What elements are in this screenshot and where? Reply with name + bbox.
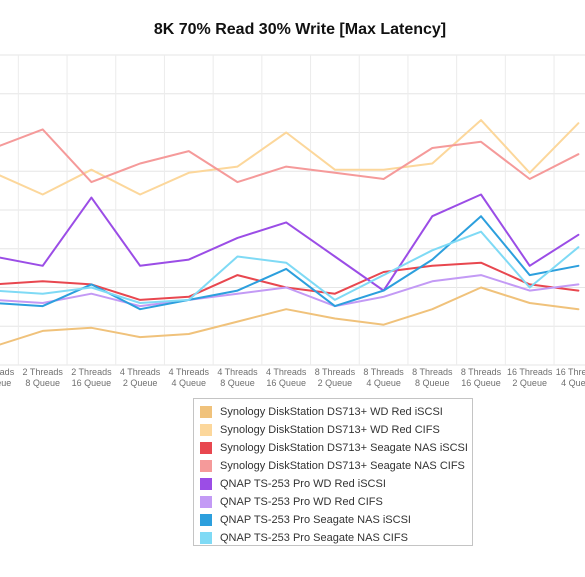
legend-entry[interactable]: QNAP TS-253 Pro Seagate NAS CIFS	[200, 529, 472, 547]
legend-swatch	[200, 532, 212, 544]
series-line-6	[0, 274, 580, 308]
legend-entry[interactable]: QNAP TS-253 Pro WD Red iSCSI	[200, 475, 472, 493]
legend-swatch	[200, 424, 212, 436]
legend-label: QNAP TS-253 Pro Seagate NAS CIFS	[220, 532, 408, 544]
legend-swatch	[200, 514, 212, 526]
x-tick-label: 8 Queue	[25, 378, 60, 388]
x-tick-label: 2 Threads	[71, 367, 112, 377]
x-tick-label: 8 Threads	[461, 367, 502, 377]
x-tick-label: 4 Threads	[120, 367, 161, 377]
series-line-1	[0, 286, 580, 346]
grid	[0, 54, 585, 366]
x-tick-label: 2 Queue	[512, 378, 547, 388]
legend-entry[interactable]: Synology DiskStation DS713+ Seagate NAS …	[200, 457, 472, 475]
x-tick-label: 16 Queue	[461, 378, 501, 388]
x-tick-label: 8 Queue	[220, 378, 255, 388]
legend-label: QNAP TS-253 Pro WD Red iSCSI	[220, 478, 386, 490]
x-tick-label: 8 Threads	[315, 367, 356, 377]
legend-swatch	[200, 460, 212, 472]
x-tick-label: 4 Threads	[169, 367, 210, 377]
x-tick-label: 2 Queue	[123, 378, 158, 388]
x-tick-label: 8 Threads	[363, 367, 404, 377]
x-tick-label: 4 Queue	[561, 378, 585, 388]
x-tick-label: 16 Queue	[72, 378, 112, 388]
chart-title: 8K 70% Read 30% Write [Max Latency]	[154, 21, 446, 38]
legend-entry[interactable]: Synology DiskStation DS713+ WD Red CIFS	[200, 421, 472, 439]
x-tick-label: 8 Threads	[412, 367, 453, 377]
legend-label: Synology DiskStation DS713+ WD Red CIFS	[220, 424, 440, 436]
legend-swatch	[200, 406, 212, 418]
legend-entry[interactable]: Synology DiskStation DS713+ Seagate NAS …	[200, 439, 472, 457]
x-tick-label: 16 Threads	[556, 367, 585, 377]
x-tick-label: 16 Queue	[266, 378, 306, 388]
legend-entry[interactable]: QNAP TS-253 Pro WD Red CIFS	[200, 493, 472, 511]
x-tick-label: 2 Threads	[0, 367, 15, 377]
legend-label: QNAP TS-253 Pro WD Red CIFS	[220, 496, 383, 508]
series-line-4	[0, 128, 580, 184]
legend-swatch	[200, 496, 212, 508]
series-line-2	[0, 119, 580, 196]
legend-label: QNAP TS-253 Pro Seagate NAS iSCSI	[220, 514, 411, 526]
x-tick-label: 4 Threads	[217, 367, 258, 377]
series-line-7	[0, 215, 580, 311]
x-tick-label: 4 Queue	[366, 378, 401, 388]
x-tick-label: 2 Queue	[318, 378, 353, 388]
legend-swatch	[200, 478, 212, 490]
legend-label: Synology DiskStation DS713+ Seagate NAS …	[220, 460, 465, 472]
legend-swatch	[200, 442, 212, 454]
series-line-8	[0, 230, 580, 304]
series-line-5	[0, 193, 580, 292]
x-tick-label: 4 Queue	[172, 378, 207, 388]
series-lines	[0, 119, 580, 346]
x-tick-label: 8 Queue	[415, 378, 450, 388]
x-tick-label: 2 Threads	[23, 367, 64, 377]
legend-label: Synology DiskStation DS713+ Seagate NAS …	[220, 442, 468, 454]
legend-entry[interactable]: Synology DiskStation DS713+ WD Red iSCSI	[200, 403, 472, 421]
legend-label: Synology DiskStation DS713+ WD Red iSCSI	[220, 406, 443, 418]
legend: Synology DiskStation DS713+ WD Red iSCSI…	[193, 398, 473, 546]
x-tick-label: 4 Threads	[266, 367, 307, 377]
x-tick-label: 16 Threads	[507, 367, 553, 377]
x-tick-label: 4 Queue	[0, 378, 11, 388]
legend-entry[interactable]: QNAP TS-253 Pro Seagate NAS iSCSI	[200, 511, 472, 529]
